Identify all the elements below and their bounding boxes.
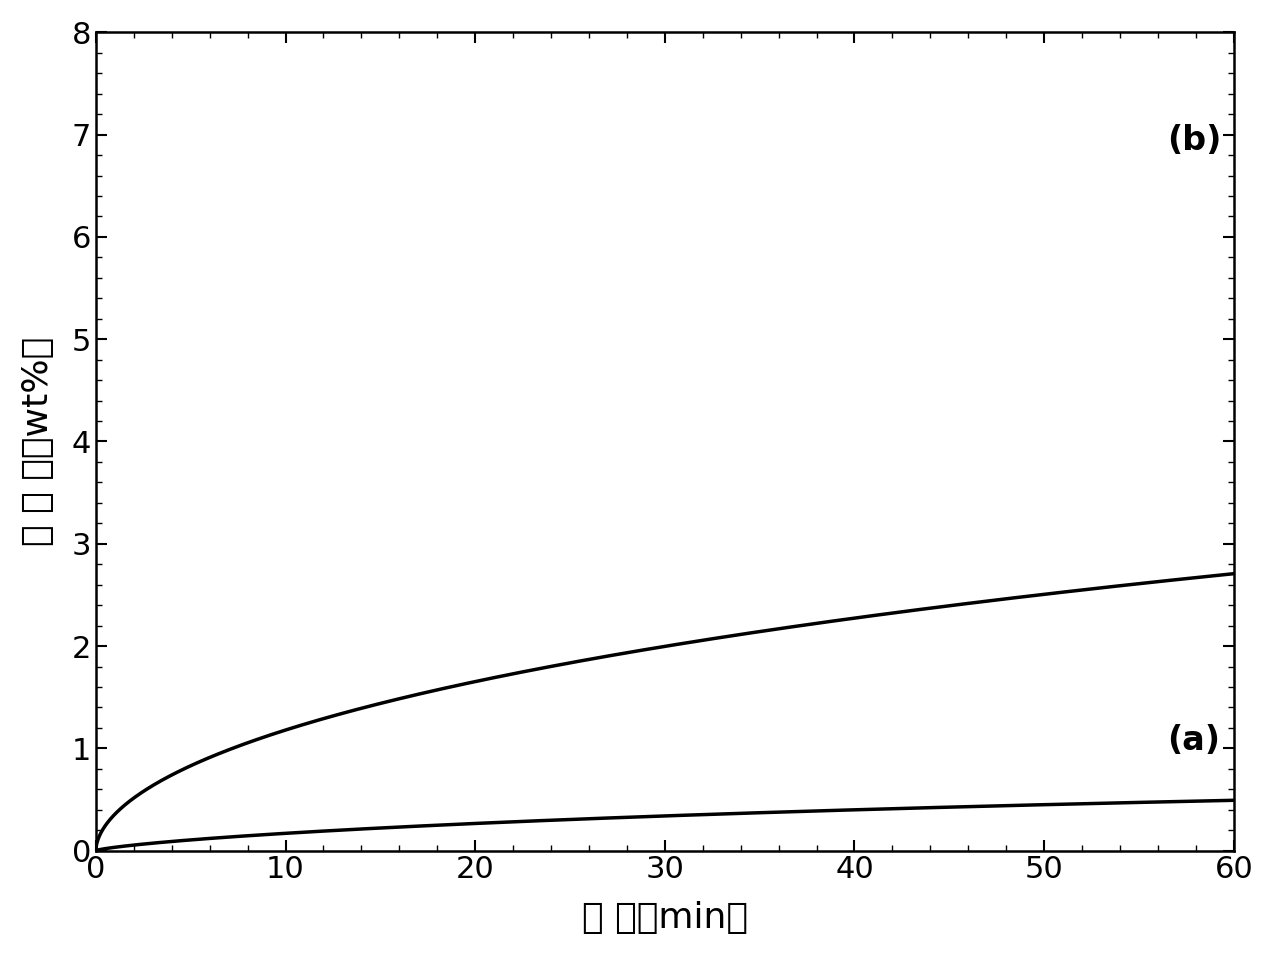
Text: (b): (b)	[1167, 124, 1222, 157]
Text: (a): (a)	[1167, 724, 1220, 756]
X-axis label: 时 间（min）: 时 间（min）	[582, 902, 748, 935]
Y-axis label: 吸 氢 量（wt%）: 吸 氢 量（wt%）	[20, 337, 55, 546]
